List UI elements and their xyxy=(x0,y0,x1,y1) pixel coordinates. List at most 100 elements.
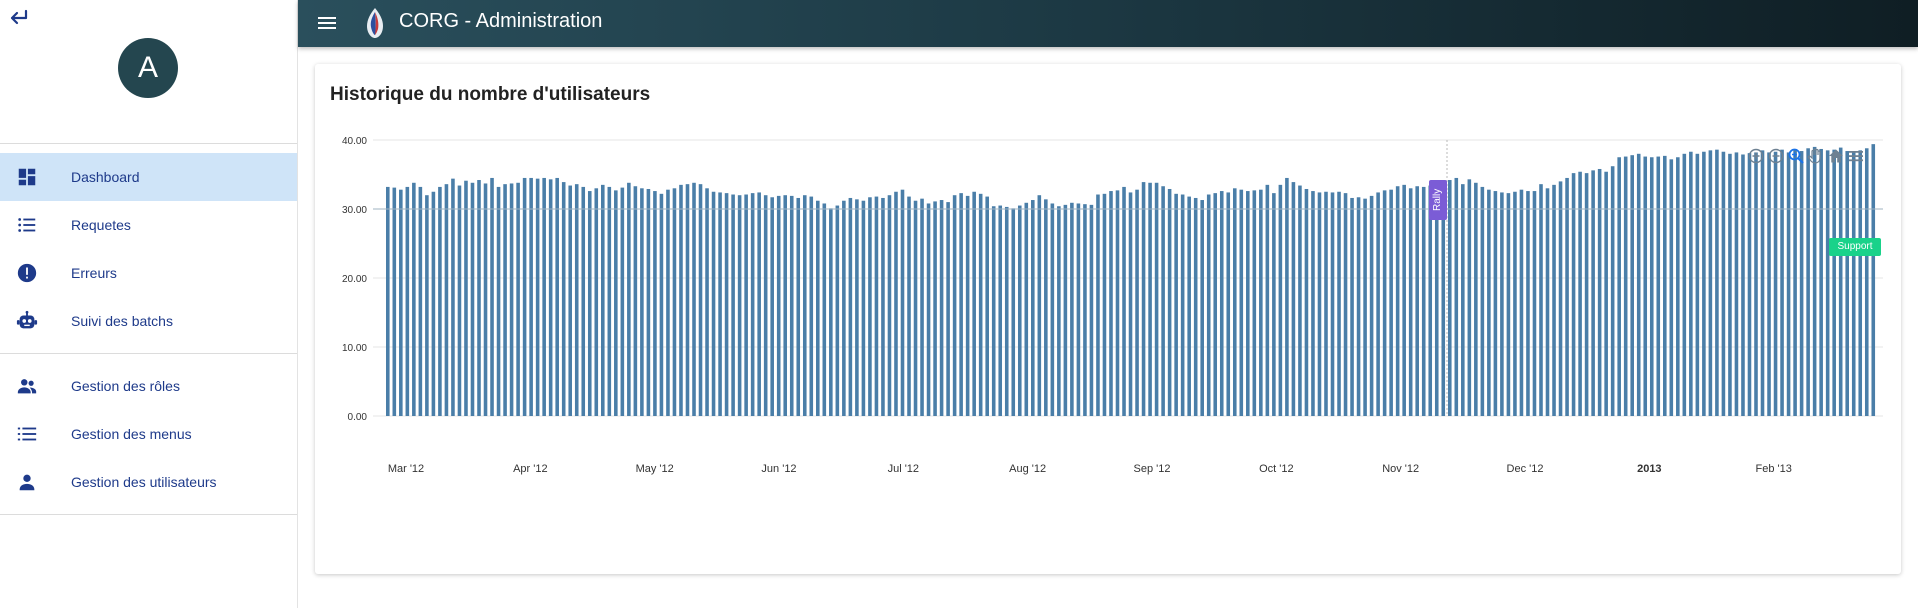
sidebar-item-requetes[interactable]: Requetes xyxy=(0,201,297,249)
chart-bar xyxy=(1421,186,1426,416)
home-reset-icon[interactable] xyxy=(1827,147,1845,165)
chart-bar xyxy=(646,188,651,416)
chart-bar xyxy=(522,177,527,416)
chart-bar xyxy=(581,186,586,416)
y-tick-label: 10.00 xyxy=(342,343,367,354)
sidebar-item-dashboard[interactable]: Dashboard xyxy=(0,153,297,201)
chart-bar xyxy=(1493,191,1498,416)
chart-bar xyxy=(809,196,814,416)
sidebar-item-label: Gestion des rôles xyxy=(71,378,180,394)
chart-bar xyxy=(1767,152,1771,417)
zoom-out-icon[interactable] xyxy=(1767,147,1785,165)
chart-bar xyxy=(692,182,696,416)
sidebar-item-label: Gestion des menus xyxy=(71,426,192,442)
chart-bar xyxy=(1734,152,1739,417)
chart-bar xyxy=(483,183,488,416)
back-arrow-icon[interactable] xyxy=(8,6,34,30)
x-tick-label: Sep '12 xyxy=(1134,463,1171,475)
chart-bar xyxy=(1447,180,1452,416)
chart-bar xyxy=(1786,152,1791,417)
chart-bar xyxy=(1304,188,1309,416)
people-icon xyxy=(16,375,38,397)
chart-bar xyxy=(1741,154,1745,416)
x-tick-label: Jun '12 xyxy=(761,463,796,475)
chart-bar xyxy=(1122,186,1126,416)
chart-bar xyxy=(1180,194,1185,416)
chart-bar xyxy=(1154,182,1159,416)
chart-bar xyxy=(561,182,566,416)
chart-bar xyxy=(1141,182,1146,416)
chart-bar xyxy=(535,178,540,416)
chart-bar xyxy=(907,196,911,416)
sidebar-item-label: Dashboard xyxy=(71,169,140,185)
chart-bar xyxy=(555,177,559,416)
bar-chart[interactable]: 0.00 10.00 20.00 30.00 40.00 Mar '12 Apr '12 Ma… xyxy=(315,64,1901,574)
chart-bar xyxy=(802,195,807,416)
chart-bar xyxy=(594,188,599,416)
x-tick-label: Dec '12 xyxy=(1507,463,1544,475)
sidebar-item-suivi-batchs[interactable]: Suivi des batchs xyxy=(0,297,297,345)
chart-bar xyxy=(855,199,859,416)
chart-bar xyxy=(477,180,481,416)
chart-bar xyxy=(496,186,501,416)
chart-menu-icon[interactable] xyxy=(1847,147,1865,165)
chart-bar xyxy=(965,195,970,416)
sidebar-divider xyxy=(0,514,297,515)
chart-bar xyxy=(1324,191,1328,416)
zoom-in-icon[interactable] xyxy=(1747,147,1765,165)
chart-bar xyxy=(1219,191,1224,416)
x-tick-label: Aug '12 xyxy=(1009,463,1046,475)
selection-zoom-icon[interactable] xyxy=(1787,147,1805,165)
chart-bar xyxy=(1252,190,1257,416)
chart-bar xyxy=(1428,185,1433,416)
chart-bar xyxy=(763,195,768,416)
chart-bar xyxy=(842,200,846,416)
x-tick-label: May '12 xyxy=(636,463,674,475)
x-tick-label: 2013 xyxy=(1637,463,1661,475)
chart-bar xyxy=(1096,194,1100,416)
chart-bar xyxy=(1135,189,1139,416)
chart-bar xyxy=(894,191,898,416)
chart-bar xyxy=(1532,191,1537,416)
chart-bar xyxy=(1434,181,1439,416)
chart-bar xyxy=(1506,193,1511,416)
chart-bar xyxy=(587,191,592,416)
chart-bar xyxy=(1193,197,1198,416)
chart-bar xyxy=(444,184,449,416)
chart-bar xyxy=(737,195,742,416)
chart-bar xyxy=(1565,177,1569,416)
chart-bar xyxy=(1715,149,1719,416)
chart-bar xyxy=(1128,192,1133,416)
chart-bar xyxy=(776,195,781,416)
sidebar-item-erreurs[interactable]: Erreurs xyxy=(0,249,297,297)
x-tick-label: Mar '12 xyxy=(388,463,424,475)
chart-bar xyxy=(1363,198,1367,416)
sidebar-item-gestion-menus[interactable]: Gestion des menus xyxy=(0,410,297,458)
pan-hand-icon[interactable] xyxy=(1807,147,1825,165)
hamburger-menu-icon[interactable] xyxy=(316,12,338,34)
chart-bar xyxy=(1298,185,1302,416)
chart-bar xyxy=(438,186,442,416)
chart-bar xyxy=(470,182,475,416)
chart-bar xyxy=(1083,204,1087,416)
chart-bar xyxy=(1702,151,1706,416)
sidebar-item-gestion-utilisateurs[interactable]: Gestion des utilisateurs xyxy=(0,458,297,506)
chart-bar xyxy=(1617,157,1621,416)
chart-bar xyxy=(1330,192,1335,416)
sidebar-item-gestion-roles[interactable]: Gestion des rôles xyxy=(0,362,297,410)
chart-bar xyxy=(1024,202,1029,416)
chart-bar xyxy=(1760,150,1765,416)
robot-icon xyxy=(16,310,38,332)
chart-bar xyxy=(614,190,618,416)
chart-bar xyxy=(816,200,820,416)
chart-bar xyxy=(1265,184,1270,416)
chart-bar xyxy=(1395,186,1400,416)
chart-bar xyxy=(1623,156,1628,416)
y-tick-label: 30.00 xyxy=(342,205,367,216)
sidebar-divider xyxy=(0,143,297,144)
chart-bar xyxy=(1838,147,1843,416)
chart-bar xyxy=(1239,189,1244,416)
chart-bar xyxy=(1871,144,1876,416)
chart-bar xyxy=(1441,187,1446,416)
